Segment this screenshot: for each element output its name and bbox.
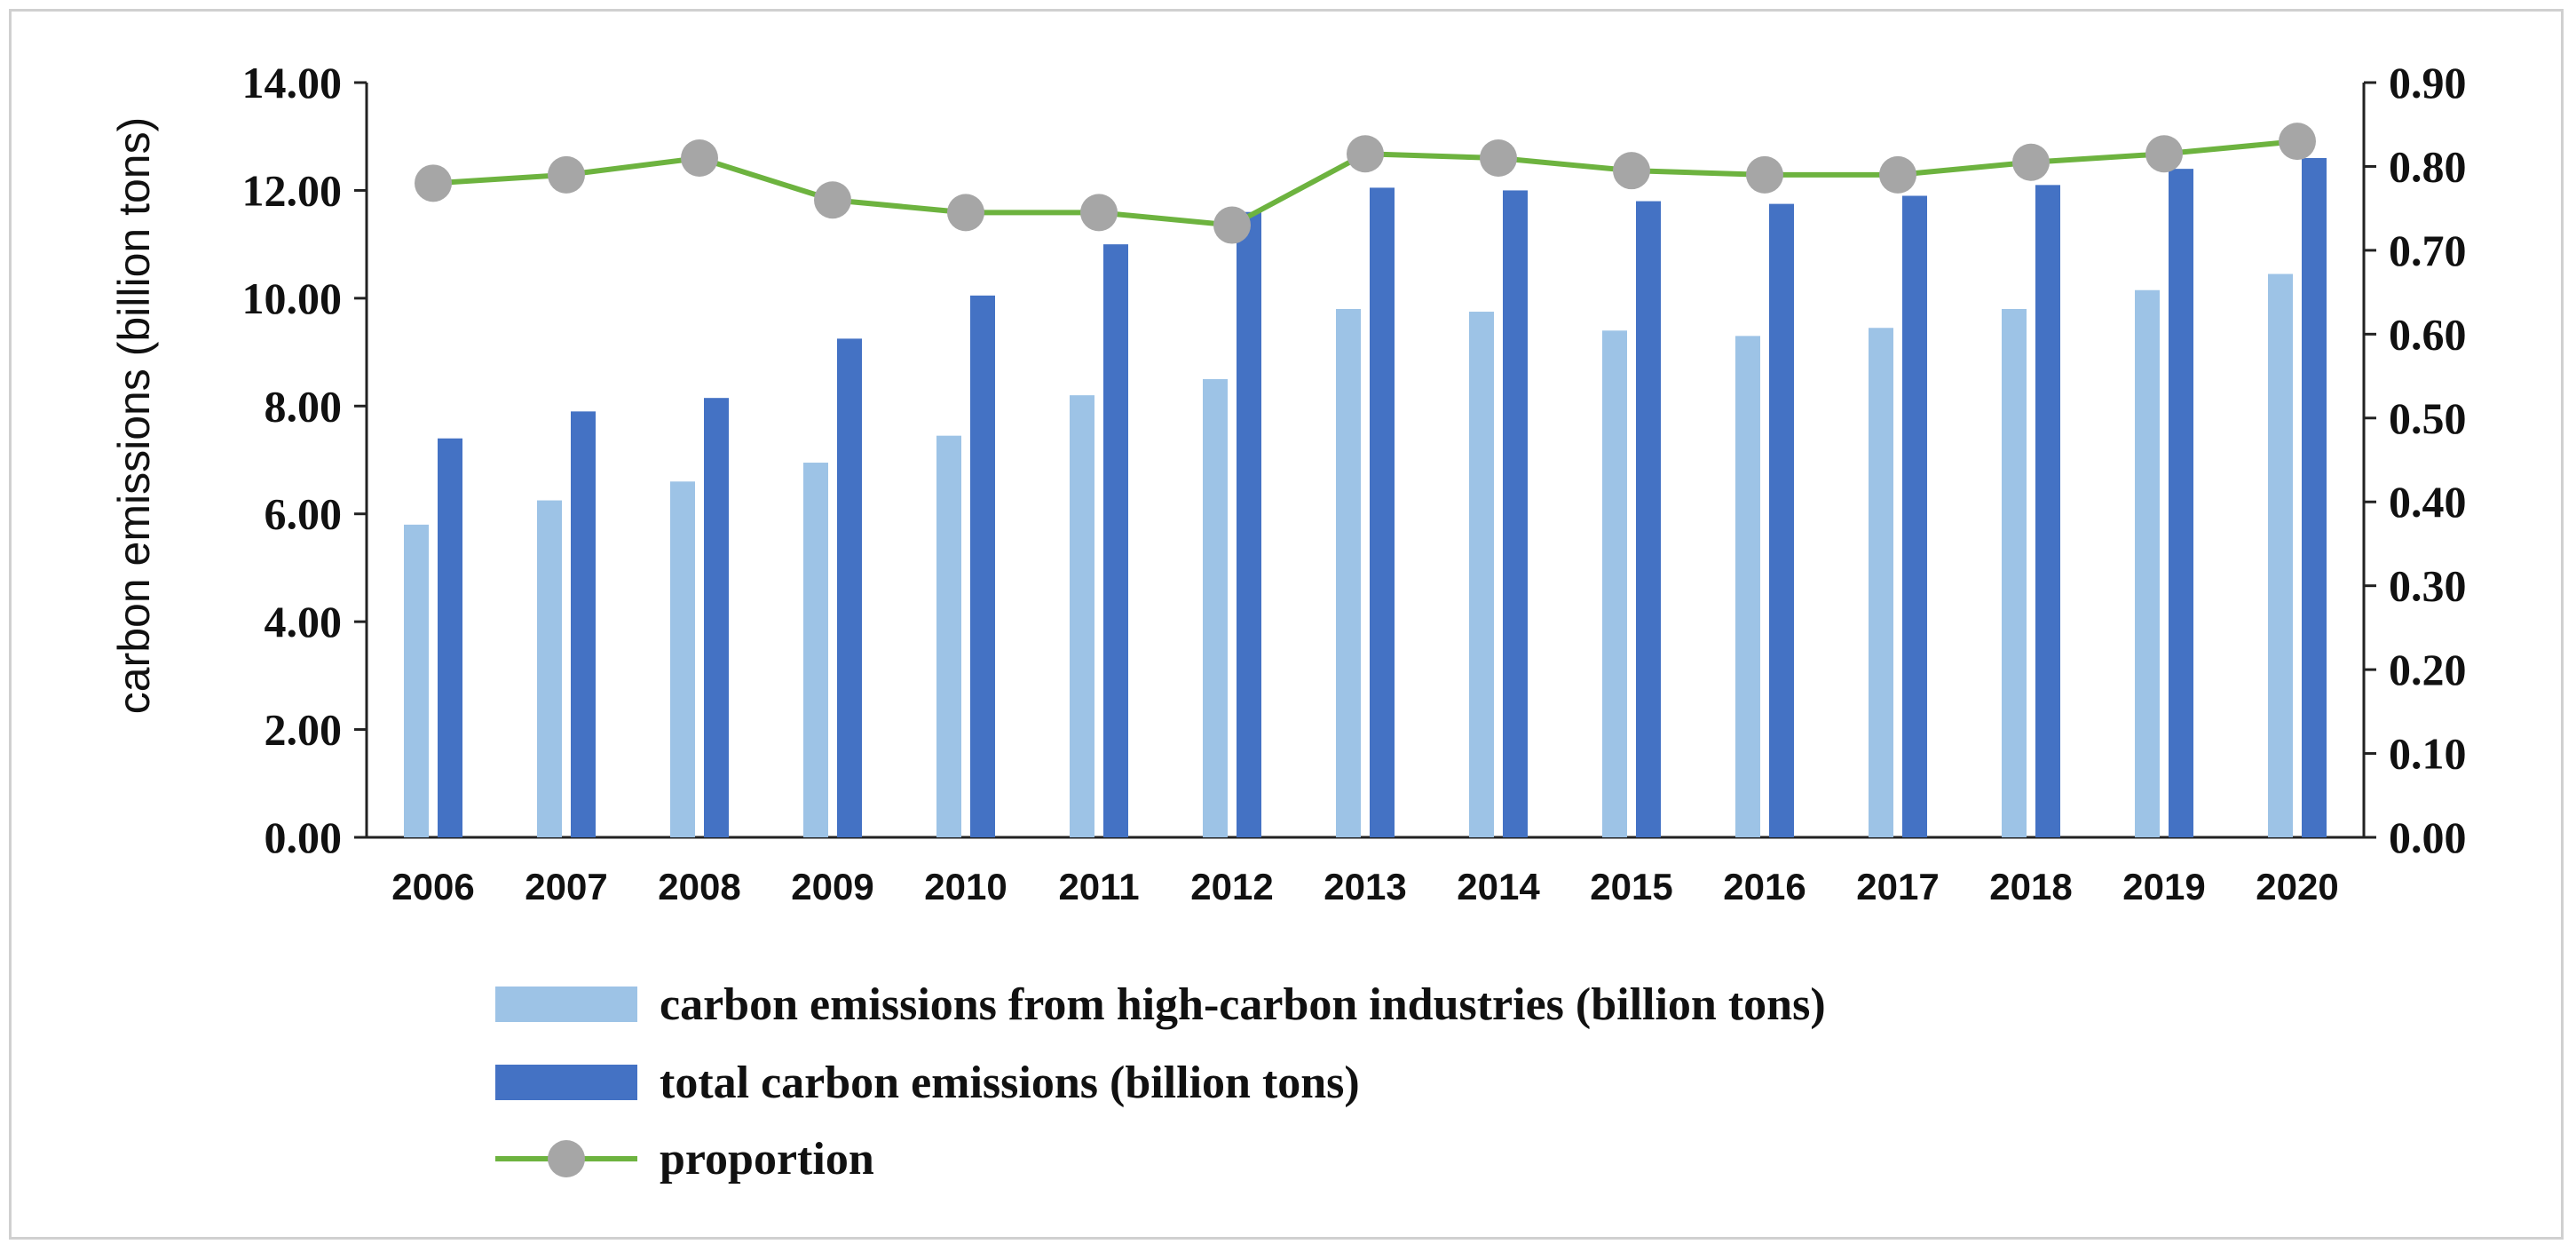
proportion-line-layer [415,123,2316,244]
y2-tick-label: 0.00 [2389,812,2467,862]
y-tick-label: 10.00 [242,273,343,323]
x-tick-label: 2019 [2122,866,2205,907]
bar-high-carbon-2013 [1336,309,1361,837]
y-tick-label: 2.00 [265,705,343,755]
axes [354,81,2376,839]
bar-high-carbon-2018 [2002,309,2027,837]
bar-total-2014 [1503,190,1528,837]
y-tick-label: 0.00 [265,812,343,862]
bar-high-carbon-2015 [1602,330,1627,837]
combo-chart: 0.00 2.00 4.00 6.00 8.00 10.00 12.00 14.00 0.00 0… [109,58,2467,1185]
x-tick-label: 2017 [1856,866,1939,907]
bar-total-2020 [2302,158,2327,837]
bar-total-2008 [704,398,729,837]
legend-swatch-high-carbon [495,987,637,1022]
legend: carbon emissions from high-carbon indust… [495,979,1826,1185]
bar-high-carbon-2014 [1469,312,1494,837]
x-tick-label: 2013 [1324,866,1406,907]
legend-swatch-total [495,1065,637,1100]
x-tick-label: 2007 [525,866,607,907]
legend-swatch-proportion-marker [548,1140,585,1177]
proportion-point-2006 [415,164,452,202]
legend-label-total: total carbon emissions (billion tons) [660,1058,1360,1108]
bar-high-carbon-2008 [670,481,695,837]
legend-label-proportion: proportion [660,1134,874,1185]
proportion-point-2009 [814,181,851,219]
x-tick-label: 2012 [1190,866,1273,907]
proportion-point-2016 [1746,155,1783,194]
x-tick-label: 2010 [924,866,1007,907]
bar-high-carbon-2010 [936,435,961,837]
x-tick-label: 2006 [391,866,474,907]
proportion-point-2017 [1879,155,1916,194]
tick-labels: 0.00 2.00 4.00 6.00 8.00 10.00 12.00 14.00 0.00 0… [242,58,2467,907]
x-tick-label: 2011 [1058,866,1139,907]
y2-tick-label: 0.20 [2389,645,2467,694]
bar-total-2013 [1370,187,1395,838]
y2-tick-label: 0.90 [2389,58,2467,107]
y2-tick-label: 0.80 [2389,141,2467,191]
bar-high-carbon-2017 [1869,328,1893,837]
y2-tick-label: 0.40 [2389,477,2467,527]
y-tick-label: 14.00 [242,58,343,107]
x-tick-label: 2015 [1590,866,1672,907]
bar-high-carbon-2009 [803,463,828,837]
bar-total-2010 [970,295,995,838]
bar-total-2012 [1237,211,1261,837]
x-tick-label: 2014 [1457,866,1540,907]
proportion-point-2013 [1347,135,1384,173]
x-tick-label: 2008 [658,866,740,907]
proportion-point-2011 [1080,194,1118,232]
bar-total-2015 [1636,201,1661,838]
bar-total-2017 [1902,195,1927,837]
x-tick-label: 2009 [791,866,873,907]
bar-high-carbon-2012 [1203,378,1228,837]
bar-total-2019 [2169,169,2193,838]
proportion-point-2014 [1480,139,1517,177]
y-tick-label: 12.00 [242,165,343,215]
y-tick-label: 6.00 [265,489,343,539]
bar-total-2011 [1103,244,1128,838]
bar-high-carbon-2020 [2268,273,2293,837]
proportion-point-2010 [947,194,984,232]
y2-tick-label: 0.10 [2389,729,2467,779]
bar-high-carbon-2007 [537,500,562,837]
proportion-point-2019 [2145,135,2183,173]
bar-total-2016 [1769,203,1794,837]
proportion-point-2015 [1613,152,1650,190]
proportion-point-2020 [2279,123,2316,161]
y-tick-label: 8.00 [265,381,343,431]
x-tick-label: 2020 [2256,866,2338,907]
y-axis-label: carbon emissions (billion tons) [109,117,159,715]
x-tick-label: 2016 [1723,866,1806,907]
proportion-point-2007 [548,155,585,194]
x-tick-label: 2018 [1989,866,2072,907]
legend-label-high-carbon: carbon emissions from high-carbon indust… [660,979,1826,1030]
bar-high-carbon-2006 [404,524,429,837]
chart-frame: 0.00 2.00 4.00 6.00 8.00 10.00 12.00 14.00 0.00 0… [9,9,2564,1240]
proportion-point-2012 [1213,206,1251,244]
y-tick-label: 4.00 [265,597,343,646]
proportion-point-2018 [2012,143,2050,181]
bar-total-2018 [2035,185,2060,837]
y2-tick-label: 0.60 [2389,309,2467,359]
bar-high-carbon-2016 [1735,336,1760,837]
proportion-point-2008 [681,139,718,177]
bar-total-2006 [438,438,462,837]
bar-high-carbon-2019 [2135,289,2160,837]
bar-total-2007 [571,411,596,837]
bar-total-2009 [837,338,862,838]
bars [404,158,2327,838]
y2-tick-label: 0.30 [2389,561,2467,611]
y2-tick-label: 0.50 [2389,393,2467,443]
y2-tick-label: 0.70 [2389,226,2467,275]
bar-high-carbon-2011 [1070,395,1094,837]
